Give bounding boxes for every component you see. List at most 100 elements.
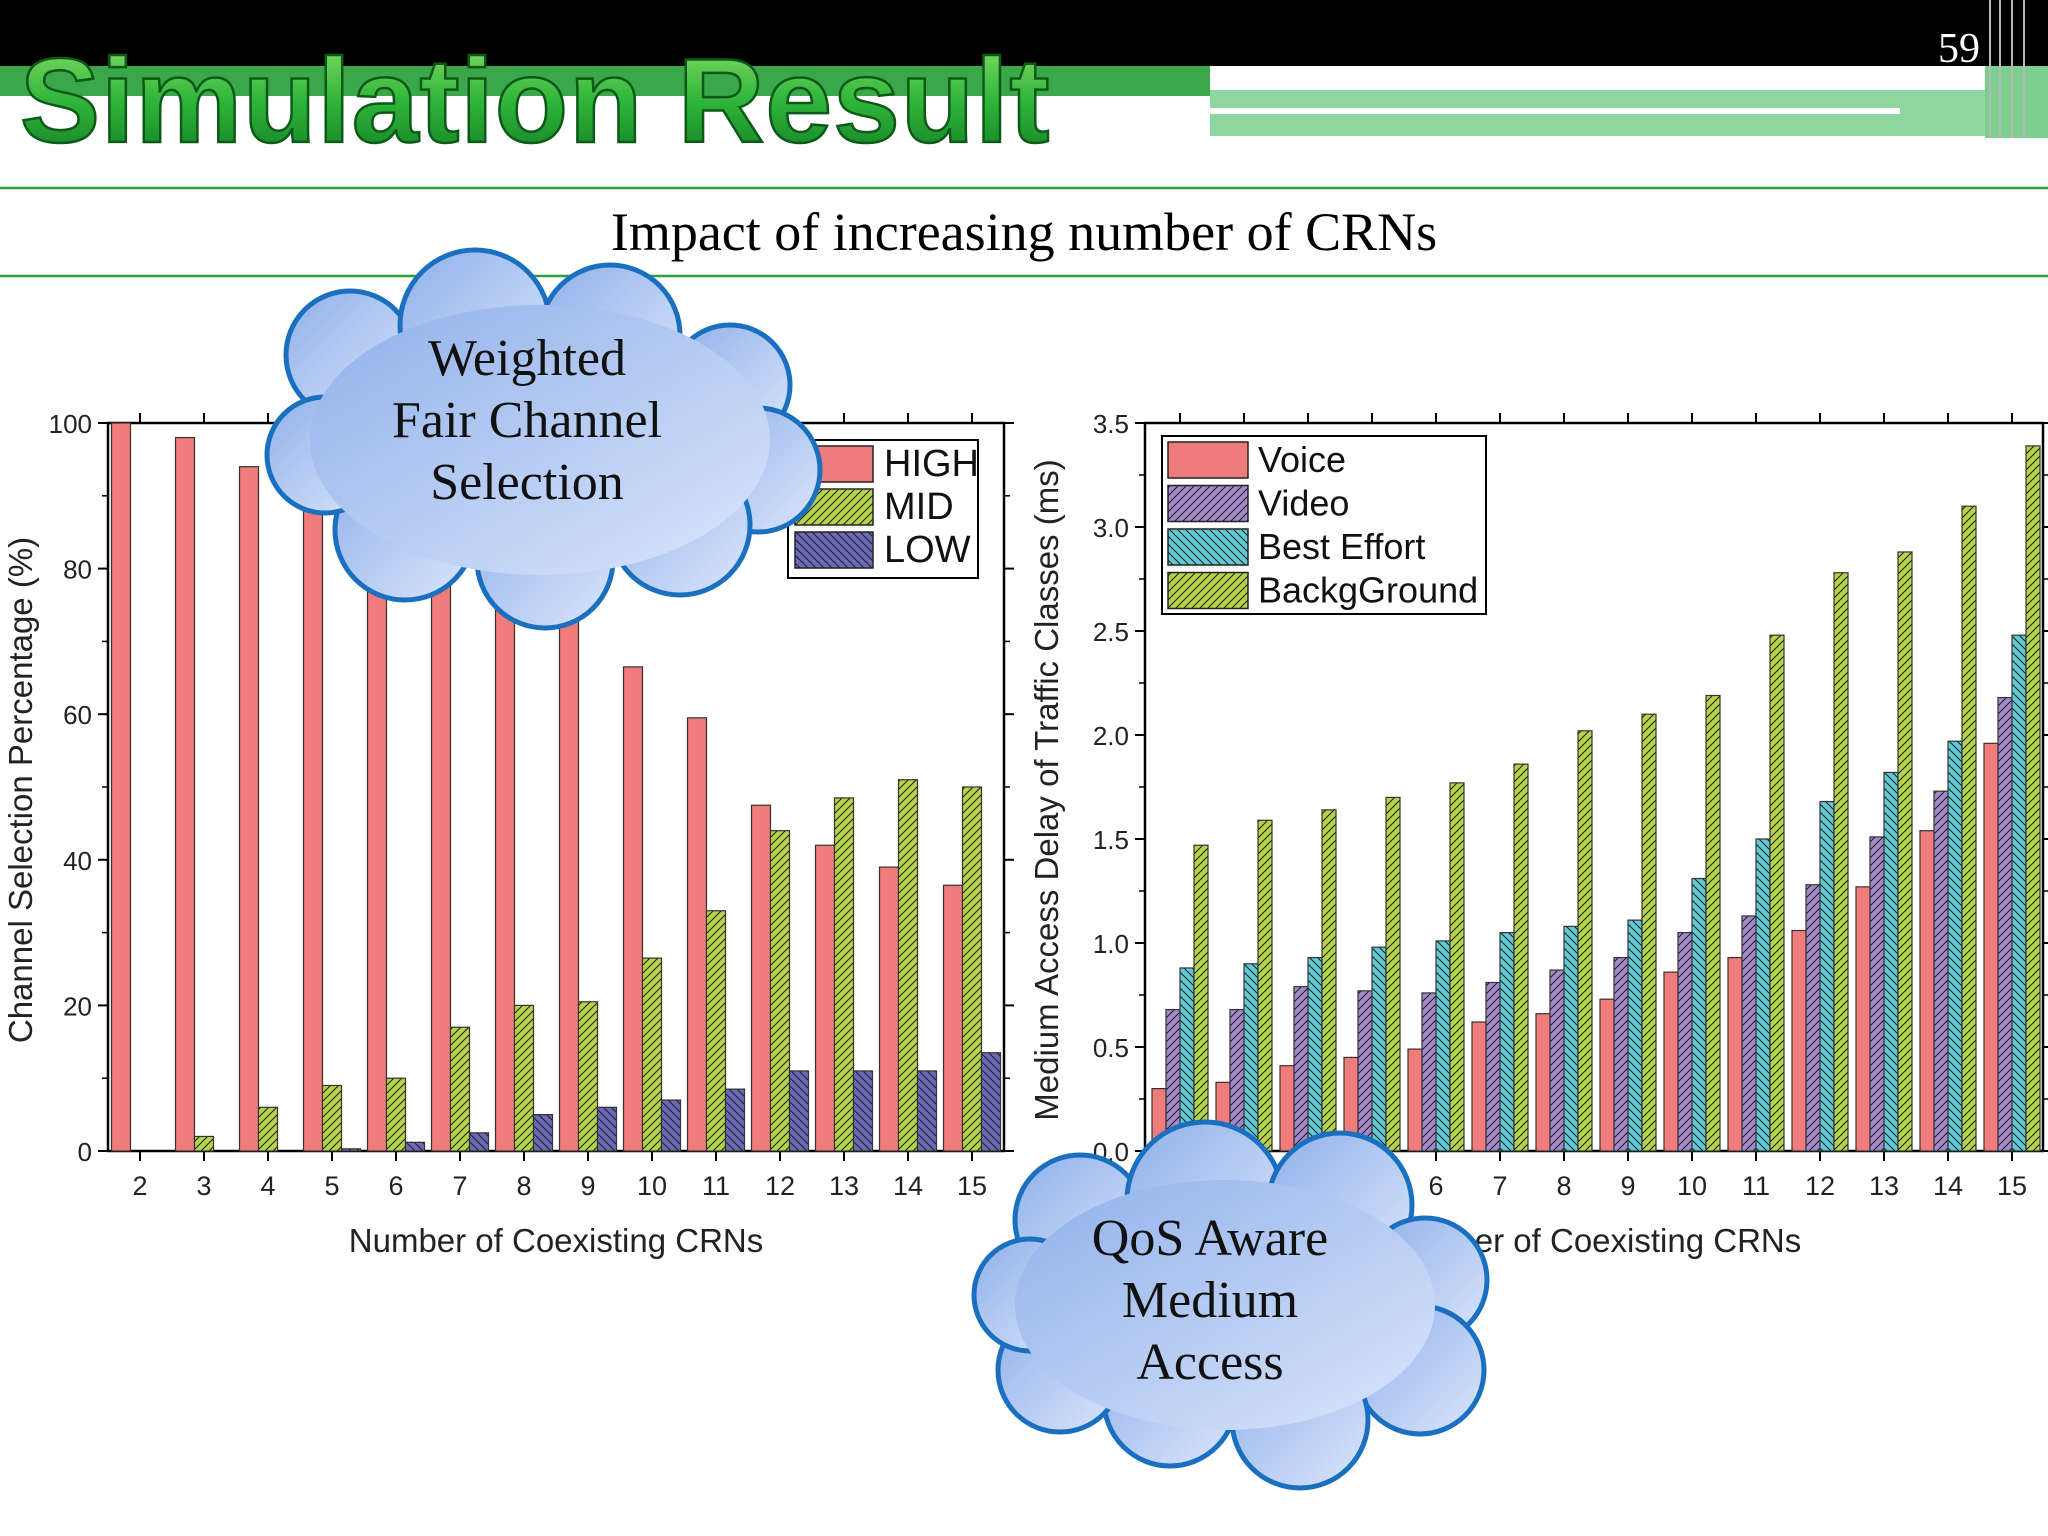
chart2-ytick-label: 1.5	[1093, 825, 1129, 855]
chart2-ytick-label: 0.5	[1093, 1033, 1129, 1063]
slide-subtitle: Impact of increasing number of CRNs	[611, 202, 1437, 262]
chart2-bar-voice	[1344, 1057, 1358, 1151]
chart1-xtick-label: 11	[702, 1171, 730, 1201]
chart2-xtick-label: 10	[1677, 1171, 1707, 1201]
chart2-ylabel: Medium Access Delay of Traffic Classes (…	[1028, 459, 1065, 1120]
callout-left-line-3: Selection	[430, 454, 624, 511]
chart1-bar-mid-hatch	[322, 1085, 342, 1151]
chart2-ytick-label: 1.0	[1093, 929, 1129, 959]
chart1-bar-high	[687, 717, 707, 1151]
chart2-bar-video-hatch	[1742, 915, 1756, 1151]
chart1-bar-mid-outline	[833, 797, 855, 1152]
chart2-bar-best-effort-hatch	[1884, 772, 1898, 1151]
chart2-legend-swatch-best-effort-outline	[1167, 528, 1249, 566]
chart1-bar-mid-outline	[513, 1004, 535, 1152]
chart2-bar-backgground-outline	[1385, 796, 1401, 1152]
chart2-xtick-label: 12	[1805, 1171, 1835, 1201]
chart1-bar-mid-outline	[321, 1084, 343, 1152]
chart2-bar-backgground-outline	[1449, 782, 1465, 1152]
chart1-xtick-label: 9	[580, 1171, 595, 1201]
chart1-bar-high	[751, 805, 771, 1151]
chart1-legend-label: LOW	[884, 529, 971, 571]
chart1-bar-low-hatch	[725, 1089, 745, 1151]
chart1-legend-swatch-low-outline	[794, 531, 874, 569]
slide-title: Simulation Result	[20, 34, 1050, 168]
chart1-ytick-label: 100	[49, 409, 92, 439]
chart1-xtick-label: 14	[893, 1171, 923, 1201]
chart2-bar-voice	[1984, 743, 1998, 1151]
chart2-bar-best-effort-hatch	[1948, 741, 1962, 1151]
chart1-bar-high	[431, 532, 451, 1151]
chart1-ytick-label: 40	[63, 846, 92, 876]
chart2-legend-label: Video	[1258, 483, 1349, 524]
chart2-legend-label: BackgGround	[1258, 570, 1478, 611]
callout-right-line-1: QoS Aware	[1092, 1210, 1328, 1267]
chart1-bar-high-outline	[174, 436, 196, 1152]
chart1-bar-low-outline	[404, 1141, 426, 1152]
header-green-strip-accent	[1210, 108, 1900, 114]
header-right-block	[1985, 66, 2048, 138]
chart2-legend-swatch-voice-outline	[1167, 441, 1249, 479]
chart2-bar-backgground-hatch	[1642, 714, 1656, 1151]
chart1-bar-low-hatch	[405, 1142, 425, 1151]
chart2-bar-backgground-outline	[1961, 505, 1977, 1152]
chart1-bar-mid-hatch	[962, 787, 982, 1151]
chart1-bar-high	[239, 466, 259, 1151]
chart1-bar-high	[623, 666, 643, 1151]
callout-left-line-1: Weighted	[428, 330, 626, 387]
chart1-bar-mid-outline	[961, 786, 983, 1152]
chart2-bar-backgground-hatch	[1898, 551, 1912, 1151]
chart1-bar-low-outline	[660, 1099, 682, 1152]
chart1-bar-mid-outline	[257, 1106, 279, 1152]
chart1-bar-high	[879, 867, 899, 1151]
chart1-bar-mid-outline	[577, 1001, 599, 1152]
chart2-bar-backgground-hatch	[1322, 809, 1336, 1151]
chart2-bar-backgground-hatch	[1834, 572, 1848, 1151]
chart2-bar-video-hatch	[1486, 982, 1500, 1151]
chart1-bar-low-outline	[532, 1113, 554, 1152]
chart2-bar-backgground-hatch	[2026, 445, 2040, 1151]
chart1-bar-low-outline	[916, 1070, 938, 1152]
chart1-bar-low-outline	[852, 1070, 874, 1152]
chart2-bar-voice	[1600, 999, 1614, 1151]
chart2-bar-video-hatch	[1550, 970, 1564, 1151]
chart1-bar-low-outline	[980, 1052, 1002, 1152]
cloud-core-right	[1015, 1180, 1435, 1430]
chart1-bar-high-outline	[238, 466, 260, 1152]
chart1-ytick-label: 0	[78, 1137, 92, 1167]
chart1-bar-high	[815, 845, 835, 1151]
chart1-bar-mid-outline	[449, 1026, 471, 1152]
chart2-bar-backgground-hatch	[1450, 782, 1464, 1151]
chart1-bar-mid-hatch	[258, 1107, 278, 1151]
chart1-bar-high	[303, 488, 323, 1151]
chart2-bar-video-hatch	[1934, 791, 1948, 1151]
chart2-bar-voice	[1792, 930, 1806, 1151]
chart1-bar-high	[111, 423, 131, 1151]
chart1-bar-mid-hatch	[642, 958, 662, 1151]
chart1-ylabel: Channel Selection Percentage (%)	[2, 537, 39, 1043]
chart1-bar-mid-outline	[385, 1077, 407, 1152]
chart2-legend-swatch-best-effort-hatch	[1168, 529, 1248, 565]
chart2-bar-backgground-outline	[1833, 572, 1849, 1152]
chart1-legend-label: MID	[884, 486, 954, 528]
chart1-xtick-label: 15	[957, 1171, 987, 1201]
chart2-bar-backgground-outline	[1513, 763, 1529, 1152]
chart2-bar-best-effort-hatch	[1628, 920, 1642, 1151]
chart1-bar-high-outline	[622, 666, 644, 1152]
chart2-bar-best-effort-hatch	[1308, 957, 1322, 1151]
chart2-bar-backgground-outline	[1769, 634, 1785, 1152]
chart2-bar-voice	[1728, 957, 1742, 1151]
slide-header: 59 Simulation Result	[0, 0, 2048, 169]
chart1-xtick-label: 6	[388, 1171, 403, 1201]
chart2-bar-best-effort-hatch	[1756, 839, 1770, 1151]
chart1-xtick-label: 12	[765, 1171, 795, 1201]
chart2-legend-swatch-video-outline	[1167, 484, 1249, 523]
chart2-bar-backgground-hatch	[1770, 635, 1784, 1151]
chart1-bar-mid-outline	[193, 1135, 215, 1152]
chart1-bar-mid-hatch	[706, 910, 726, 1151]
chart2-bar-backgground-hatch	[1258, 820, 1272, 1151]
chart1-ytick-label: 60	[63, 700, 92, 730]
chart1-bar-high	[367, 510, 387, 1151]
